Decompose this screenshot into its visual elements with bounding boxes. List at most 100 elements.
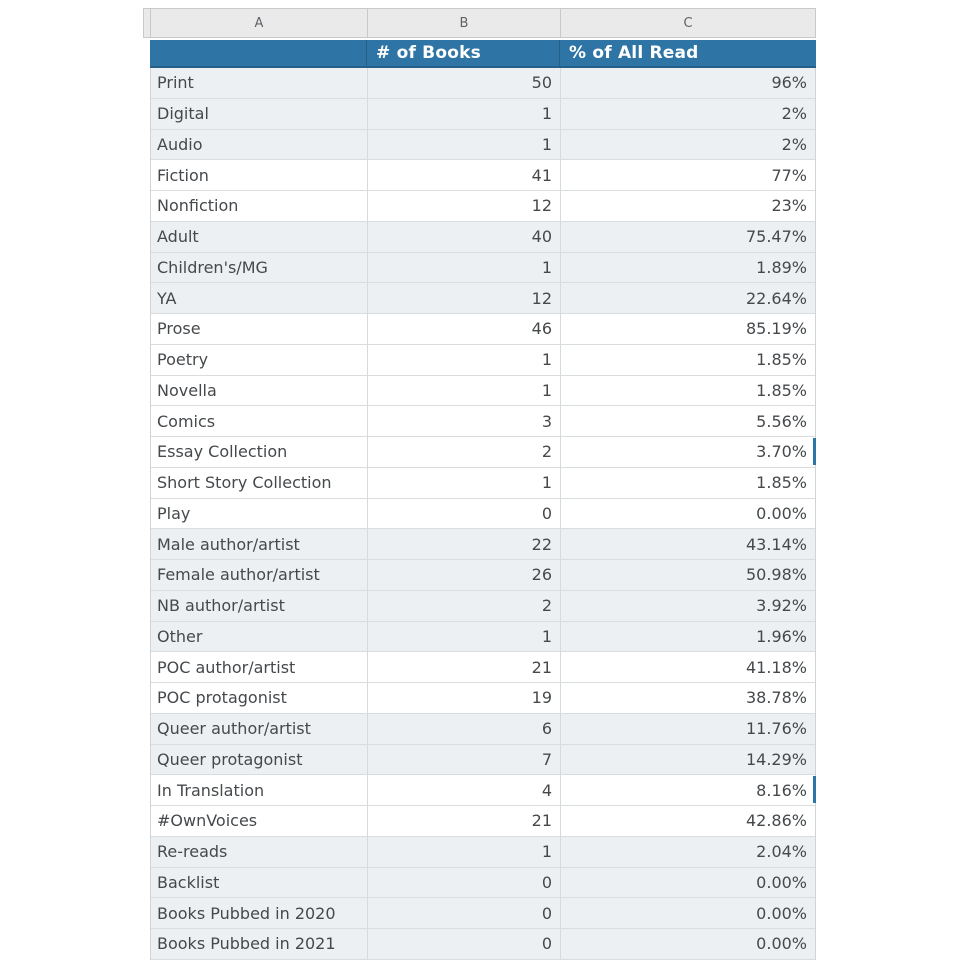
table-row: POC protagonist 19 38.78% <box>151 683 815 714</box>
cell-pct[interactable]: 5.56% <box>560 406 815 436</box>
cell-label[interactable]: Poetry <box>157 350 209 370</box>
table-row: Digital 1 2% <box>151 98 815 130</box>
cell-books[interactable]: 26 <box>367 560 560 590</box>
column-header-c[interactable]: C <box>560 9 815 37</box>
cell-label[interactable]: Adult <box>157 227 199 247</box>
cell-books[interactable]: 0 <box>367 898 560 928</box>
cell-books[interactable]: 1 <box>367 129 560 160</box>
cell-label[interactable]: Queer author/artist <box>157 719 311 739</box>
cell-label[interactable]: Prose <box>157 319 201 339</box>
cell-pct[interactable]: 0.00% <box>560 898 815 928</box>
cell-pct[interactable]: 0.00% <box>560 498 815 529</box>
cell-books[interactable]: 4 <box>367 775 560 805</box>
cell-books[interactable]: 21 <box>367 806 560 836</box>
cell-pct[interactable]: 42.86% <box>560 806 815 836</box>
cell-label[interactable]: Re-reads <box>157 842 228 862</box>
table-row: Other 1 1.96% <box>151 621 815 653</box>
cell-pct[interactable]: 85.19% <box>560 314 815 344</box>
cell-label[interactable]: YA <box>157 288 177 308</box>
cell-label[interactable]: Short Story Collection <box>157 473 332 493</box>
cell-books[interactable]: 1 <box>367 344 560 375</box>
cell-books[interactable]: 21 <box>367 652 560 682</box>
cell-pct[interactable]: 14.29% <box>560 744 815 775</box>
column-header-a[interactable]: A <box>254 15 264 31</box>
cell-label[interactable]: Fiction <box>157 165 209 185</box>
cell-books[interactable]: 1 <box>367 467 560 498</box>
cell-books[interactable]: 1 <box>367 621 560 652</box>
cell-pct[interactable]: 1.96% <box>560 621 815 652</box>
cell-pct[interactable]: 50.98% <box>560 560 815 590</box>
cell-books[interactable]: 0 <box>367 929 560 959</box>
cell-books[interactable]: 1 <box>367 836 560 867</box>
table-row: Short Story Collection 1 1.85% <box>151 467 815 499</box>
cell-books[interactable]: 12 <box>367 283 560 313</box>
cell-pct[interactable]: 0.00% <box>560 929 815 959</box>
cell-pct[interactable]: 3.92% <box>560 590 815 621</box>
cell-books[interactable]: 6 <box>367 713 560 744</box>
cell-books[interactable]: 1 <box>367 375 560 406</box>
cell-label[interactable]: Audio <box>157 134 203 154</box>
cell-books[interactable]: 2 <box>367 590 560 621</box>
cell-books[interactable]: 40 <box>367 221 560 252</box>
cell-label[interactable]: Nonfiction <box>157 196 239 216</box>
cell-pct[interactable]: 23% <box>560 191 815 221</box>
cell-pct[interactable]: 0.00% <box>560 867 815 898</box>
cell-books[interactable]: 19 <box>367 683 560 713</box>
cell-pct[interactable]: 11.76% <box>560 713 815 744</box>
cell-books[interactable]: 22 <box>367 529 560 559</box>
cell-books[interactable]: 7 <box>367 744 560 775</box>
header-cell-blank[interactable] <box>150 40 366 66</box>
cell-label[interactable]: Books Pubbed in 2020 <box>157 903 336 923</box>
cell-label[interactable]: Essay Collection <box>157 442 288 462</box>
cell-books[interactable]: 41 <box>367 160 560 190</box>
cell-label[interactable]: NB author/artist <box>157 596 285 616</box>
cell-label[interactable]: Female author/artist <box>157 565 320 585</box>
cell-pct[interactable]: 2% <box>560 129 815 160</box>
table-row: Audio 1 2% <box>151 129 815 161</box>
cell-pct[interactable]: 8.16% <box>560 775 815 805</box>
cell-label[interactable]: POC author/artist <box>157 657 296 677</box>
cell-books[interactable]: 46 <box>367 314 560 344</box>
cell-label[interactable]: POC protagonist <box>157 688 287 708</box>
cell-pct[interactable]: 96% <box>560 68 815 98</box>
cell-pct[interactable]: 3.70% <box>560 437 815 467</box>
header-cell-books[interactable]: # of Books <box>366 40 559 66</box>
cell-label[interactable]: #OwnVoices <box>157 811 258 831</box>
cell-books[interactable]: 12 <box>367 191 560 221</box>
cell-pct[interactable]: 75.47% <box>560 221 815 252</box>
cell-label[interactable]: Print <box>157 73 194 93</box>
cell-pct[interactable]: 43.14% <box>560 529 815 559</box>
cell-books[interactable]: 1 <box>367 98 560 129</box>
cell-label[interactable]: Novella <box>157 380 217 400</box>
cell-pct[interactable]: 22.64% <box>560 283 815 313</box>
cell-label[interactable]: Children's/MG <box>157 257 268 277</box>
cell-books[interactable]: 3 <box>367 406 560 436</box>
cell-books[interactable]: 0 <box>367 867 560 898</box>
cell-label[interactable]: Books Pubbed in 2021 <box>157 934 336 954</box>
table-row: Backlist 0 0.00% <box>151 867 815 899</box>
cell-label[interactable]: Backlist <box>157 872 220 892</box>
cell-books[interactable]: 1 <box>367 252 560 283</box>
column-header-b[interactable]: B <box>367 9 560 37</box>
cell-label[interactable]: Male author/artist <box>157 534 300 554</box>
cell-pct[interactable]: 2.04% <box>560 836 815 867</box>
cell-label[interactable]: Digital <box>157 104 209 124</box>
cell-pct[interactable]: 1.85% <box>560 344 815 375</box>
cell-pct[interactable]: 2% <box>560 98 815 129</box>
cell-label[interactable]: Other <box>157 626 203 646</box>
cell-label[interactable]: Queer protagonist <box>157 749 303 769</box>
cell-pct[interactable]: 1.89% <box>560 252 815 283</box>
cell-pct[interactable]: 1.85% <box>560 467 815 498</box>
cell-label[interactable]: Comics <box>157 411 216 431</box>
cell-pct[interactable]: 38.78% <box>560 683 815 713</box>
cell-pct[interactable]: 1.85% <box>560 375 815 406</box>
header-cell-percent[interactable]: % of All Read <box>559 40 816 66</box>
cell-label[interactable]: In Translation <box>157 780 265 800</box>
cell-books[interactable]: 0 <box>367 498 560 529</box>
cell-pct[interactable]: 77% <box>560 160 815 190</box>
cell-label[interactable]: Play <box>157 503 191 523</box>
cell-books[interactable]: 50 <box>367 68 560 98</box>
cell-pct[interactable]: 41.18% <box>560 652 815 682</box>
cell-books[interactable]: 2 <box>367 437 560 467</box>
